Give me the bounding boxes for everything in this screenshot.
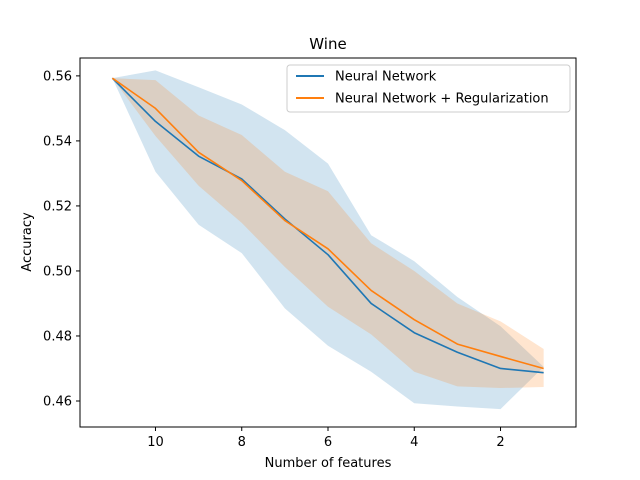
y-tick-label: 0.50 <box>43 264 72 279</box>
band-series-1 <box>112 78 544 388</box>
x-axis-ticks: 10 8 6 4 2 <box>147 427 505 450</box>
series-lines <box>111 77 544 374</box>
legend: Neural Network Neural Network + Regulari… <box>286 64 571 113</box>
y-axis-ticks: 0.46 0.48 0.50 0.52 0.54 0.56 <box>43 69 80 409</box>
legend-label-neural-network: Neural Network <box>335 70 437 85</box>
legend-label-neural-network-regularization: Neural Network + Regularization <box>335 92 549 107</box>
x-tick-label: 2 <box>496 435 504 450</box>
line-series-1 <box>111 77 544 370</box>
y-axis-label: Accuracy <box>20 212 35 272</box>
line-series-0 <box>111 77 544 374</box>
x-axis-label: Number of features <box>265 456 392 471</box>
y-tick-label: 0.52 <box>43 199 72 214</box>
confidence-bands <box>112 70 544 410</box>
x-tick-label: 6 <box>324 435 332 450</box>
legend-box <box>286 64 571 113</box>
chart-title: Wine <box>309 35 346 53</box>
band-series-0 <box>112 70 544 410</box>
x-tick-label: 4 <box>410 435 418 450</box>
x-tick-label: 10 <box>147 435 164 450</box>
y-tick-label: 0.46 <box>43 394 72 409</box>
y-tick-label: 0.56 <box>43 69 72 84</box>
y-tick-label: 0.54 <box>43 134 72 149</box>
x-tick-label: 8 <box>238 435 246 450</box>
y-tick-label: 0.48 <box>43 329 72 344</box>
